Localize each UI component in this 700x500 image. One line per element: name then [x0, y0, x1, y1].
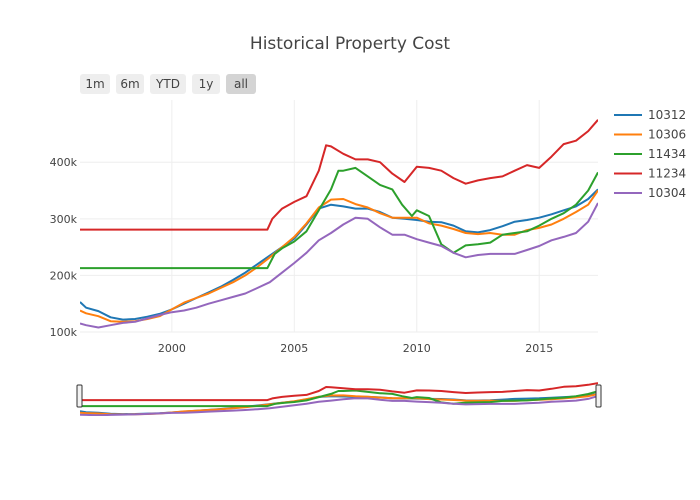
legend-label: 11434	[648, 147, 686, 161]
series-line-11434	[80, 166, 598, 270]
range-slider[interactable]	[76, 380, 602, 416]
series-line-10304	[80, 202, 598, 329]
series-line-10306	[80, 189, 598, 323]
x-tick-label: 2005	[280, 342, 308, 355]
y-tick-label: 100k	[50, 326, 78, 339]
range-button-label: 1y	[199, 77, 214, 91]
legend-item-11434[interactable]: 11434	[614, 147, 686, 161]
legend-label: 10312	[648, 108, 686, 122]
range-button-all[interactable]: all	[226, 74, 256, 94]
range-button-ytd[interactable]: YTD	[150, 74, 186, 94]
legend-label: 10306	[648, 128, 686, 142]
series-line-11234	[80, 119, 598, 231]
plot-area	[80, 119, 598, 329]
legend: 10312 10306 11434 11234 10304	[614, 108, 686, 200]
range-button-label: all	[234, 77, 248, 91]
legend-item-10306[interactable]: 10306	[614, 128, 686, 142]
y-tick-label: 300k	[50, 213, 78, 226]
y-axis-ticks: 100k 200k 300k 400k	[50, 156, 78, 339]
series-line-10312	[80, 188, 598, 321]
y-tick-label: 200k	[50, 269, 78, 282]
slider-line-11234	[80, 382, 598, 402]
slider-line-11434	[80, 389, 598, 408]
range-button-label: 1m	[85, 77, 104, 91]
range-button-label: YTD	[155, 77, 180, 91]
x-tick-label: 2015	[525, 342, 553, 355]
range-slider-left-handle[interactable]	[76, 384, 83, 408]
range-button-1y[interactable]: 1y	[192, 74, 220, 94]
legend-item-11234[interactable]: 11234	[614, 167, 686, 181]
range-selector: 1m 6m YTD 1y all	[80, 74, 256, 94]
x-axis-ticks: 2000 2005 2010 2015	[158, 342, 553, 355]
range-slider-background	[80, 380, 598, 416]
legend-label: 10304	[648, 186, 686, 200]
range-button-6m[interactable]: 6m	[116, 74, 144, 94]
legend-item-10312[interactable]: 10312	[614, 108, 686, 122]
slider-line-10304	[80, 395, 598, 416]
range-button-1m[interactable]: 1m	[80, 74, 110, 94]
range-slider-right-handle[interactable]	[595, 384, 602, 408]
legend-label: 11234	[648, 167, 686, 181]
chart-title: Historical Property Cost	[250, 34, 450, 54]
range-button-label: 6m	[120, 77, 139, 91]
y-tick-label: 400k	[50, 156, 78, 169]
x-tick-label: 2010	[403, 342, 431, 355]
range-slider-series	[80, 382, 598, 416]
legend-item-10304[interactable]: 10304	[614, 186, 686, 200]
x-tick-label: 2000	[158, 342, 186, 355]
grid	[80, 100, 598, 333]
